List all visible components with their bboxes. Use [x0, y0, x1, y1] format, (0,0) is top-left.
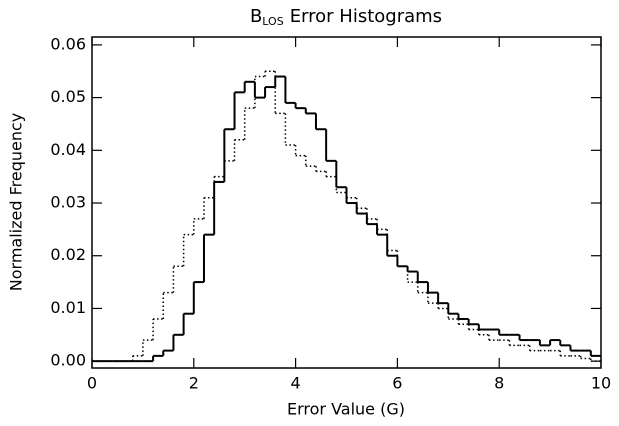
x-tick-label: 10 — [591, 374, 611, 393]
x-tick-label: 4 — [291, 374, 301, 393]
y-tick-label: 0.06 — [50, 34, 86, 53]
y-tick-label: 0.04 — [50, 140, 86, 159]
x-tick-label: 8 — [494, 374, 504, 393]
y-tick-label: 0.03 — [50, 193, 86, 212]
y-axis-label: Normalized Frequency — [7, 113, 26, 291]
y-tick-label: 0.00 — [50, 351, 86, 370]
y-tick-label: 0.05 — [50, 87, 86, 106]
chart-title: BLOS Error Histograms — [250, 6, 442, 28]
x-tick-label: 6 — [392, 374, 402, 393]
y-tick-label: 0.01 — [50, 298, 86, 317]
x-axis-label: Error Value (G) — [287, 400, 405, 419]
title-main: B — [250, 6, 262, 27]
x-tick-label: 2 — [189, 374, 199, 393]
x-tick-label: 0 — [87, 374, 97, 393]
y-tick-label: 0.02 — [50, 245, 86, 264]
title-rest: Error Histograms — [290, 6, 442, 27]
title-sub: LOS — [262, 15, 283, 28]
